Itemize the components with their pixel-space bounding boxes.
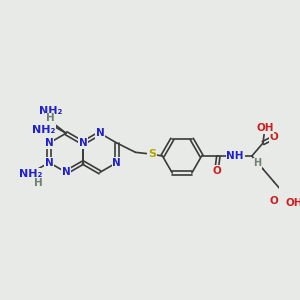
Text: NH: NH bbox=[226, 151, 244, 161]
Text: H: H bbox=[46, 113, 55, 123]
Text: O: O bbox=[270, 132, 279, 142]
Text: S: S bbox=[148, 149, 156, 159]
Text: NH₂: NH₂ bbox=[39, 106, 62, 116]
Text: O: O bbox=[270, 196, 279, 206]
Text: N: N bbox=[62, 167, 70, 177]
Text: H: H bbox=[254, 158, 262, 169]
Text: N: N bbox=[112, 158, 121, 168]
Text: OH: OH bbox=[256, 123, 274, 133]
Text: N: N bbox=[45, 158, 53, 168]
Text: N: N bbox=[79, 138, 87, 148]
Text: N: N bbox=[45, 138, 53, 148]
Text: H: H bbox=[34, 178, 42, 188]
Text: NH₂: NH₂ bbox=[19, 169, 42, 179]
Text: H: H bbox=[45, 115, 53, 125]
Text: N: N bbox=[96, 128, 104, 138]
Text: NH₂: NH₂ bbox=[32, 124, 56, 134]
Text: OH: OH bbox=[286, 198, 300, 208]
Text: O: O bbox=[212, 166, 221, 176]
